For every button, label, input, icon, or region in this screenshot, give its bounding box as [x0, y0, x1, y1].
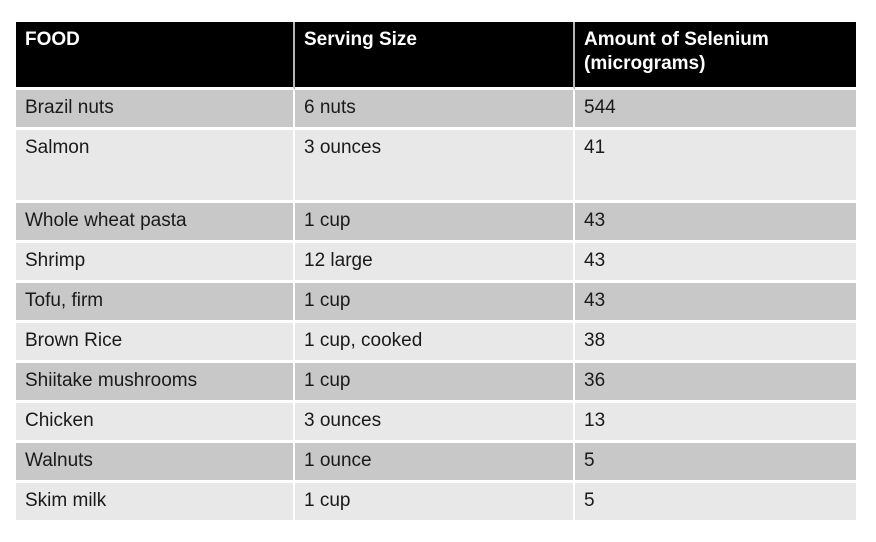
header-row: FOOD Serving Size Amount of Selenium (mi… [16, 22, 856, 90]
cell-amount: 13 [575, 403, 856, 443]
cell-amount: 5 [575, 483, 856, 520]
cell-serving: 1 cup [295, 283, 575, 323]
cell-serving: 3 ounces [295, 130, 575, 203]
cell-food: Whole wheat pasta [16, 203, 295, 243]
table-row-salmon: Salmon 3 ounces 41 [16, 130, 856, 203]
cell-food: Brown Rice [16, 323, 295, 363]
cell-amount: 5 [575, 443, 856, 483]
cell-amount: 43 [575, 203, 856, 243]
cell-food: Walnuts [16, 443, 295, 483]
table-header: FOOD Serving Size Amount of Selenium (mi… [16, 22, 856, 90]
cell-serving: 6 nuts [295, 90, 575, 130]
cell-amount: 544 [575, 90, 856, 130]
selenium-table-container: FOOD Serving Size Amount of Selenium (mi… [16, 22, 856, 520]
cell-amount: 41 [575, 130, 856, 203]
cell-serving: 1 cup, cooked [295, 323, 575, 363]
cell-food: Salmon [16, 130, 295, 203]
cell-serving: 1 cup [295, 483, 575, 520]
cell-amount: 43 [575, 243, 856, 283]
cell-food: Tofu, firm [16, 283, 295, 323]
table-row-shiitake-mushrooms: Shiitake mushrooms 1 cup 36 [16, 363, 856, 403]
table-row-chicken: Chicken 3 ounces 13 [16, 403, 856, 443]
cell-food: Chicken [16, 403, 295, 443]
selenium-table: FOOD Serving Size Amount of Selenium (mi… [16, 22, 856, 520]
cell-food: Skim milk [16, 483, 295, 520]
table-row-skim-milk: Skim milk 1 cup 5 [16, 483, 856, 520]
cell-serving: 3 ounces [295, 403, 575, 443]
column-header-food: FOOD [16, 22, 295, 90]
table-row-walnuts: Walnuts 1 ounce 5 [16, 443, 856, 483]
cell-serving: 1 ounce [295, 443, 575, 483]
cell-serving: 1 cup [295, 363, 575, 403]
table-row-brown-rice: Brown Rice 1 cup, cooked 38 [16, 323, 856, 363]
table-row-tofu-firm: Tofu, firm 1 cup 43 [16, 283, 856, 323]
cell-food: Brazil nuts [16, 90, 295, 130]
table-row-whole-wheat-pasta: Whole wheat pasta 1 cup 43 [16, 203, 856, 243]
cell-serving: 12 large [295, 243, 575, 283]
cell-amount: 36 [575, 363, 856, 403]
table-row-shrimp: Shrimp 12 large 43 [16, 243, 856, 283]
column-header-serving: Serving Size [295, 22, 575, 90]
cell-amount: 38 [575, 323, 856, 363]
cell-food: Shiitake mushrooms [16, 363, 295, 403]
table-body: Brazil nuts 6 nuts 544 Salmon 3 ounces 4… [16, 90, 856, 520]
table-row-brazil-nuts: Brazil nuts 6 nuts 544 [16, 90, 856, 130]
cell-amount: 43 [575, 283, 856, 323]
column-header-amount: Amount of Selenium (micrograms) [575, 22, 856, 90]
cell-food: Shrimp [16, 243, 295, 283]
cell-serving: 1 cup [295, 203, 575, 243]
